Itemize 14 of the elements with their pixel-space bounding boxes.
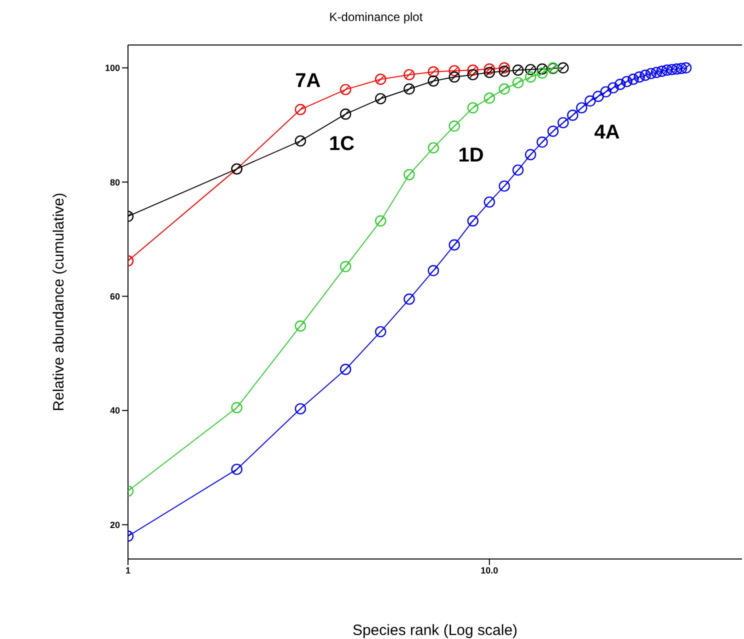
x-tick-label: 10.0 [480, 565, 498, 576]
x-tick-label: 1 [125, 565, 131, 576]
chart-title: K-dominance plot [328, 10, 424, 24]
y-tick-label: 80 [110, 177, 120, 188]
series-label: 1C [329, 132, 355, 155]
series-label: 4A [594, 121, 620, 144]
y-tick-label: 100 [104, 63, 120, 74]
y-tick-label: 60 [110, 291, 120, 302]
x-axis-title: Species rank (Log scale) [352, 622, 518, 639]
y-axis-title: Relative abundance (cumulative) [50, 192, 68, 412]
y-tick-label: 40 [110, 406, 120, 416]
series-label: 7A [295, 70, 321, 92]
series-label: 1D [458, 144, 484, 166]
y-tick-label: 20 [110, 520, 120, 530]
